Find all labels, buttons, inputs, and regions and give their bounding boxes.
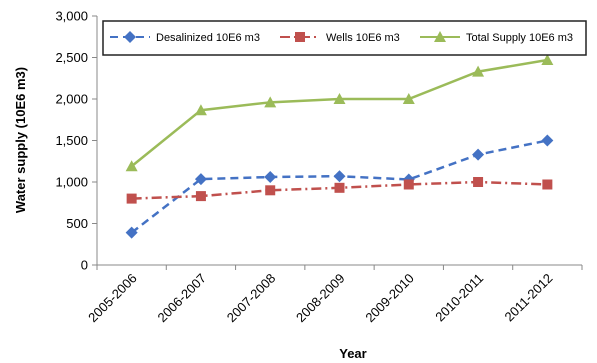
series-1 <box>125 134 554 239</box>
y-tick-label: 2,000 <box>55 92 88 107</box>
data-point <box>125 160 138 172</box>
data-point <box>333 170 346 183</box>
legend-marker <box>434 31 446 42</box>
series-2 <box>126 177 553 204</box>
legend-marker <box>124 31 136 43</box>
data-point <box>472 148 485 161</box>
series-layer <box>125 53 554 239</box>
y-tick-label: 1,500 <box>55 133 88 148</box>
legend-label: Total Supply 10E6 m3 <box>466 32 573 44</box>
legend-label: Desalinized 10E6 m3 <box>156 32 260 44</box>
data-point <box>541 53 554 65</box>
x-tick-label: 2010-2011 <box>432 271 486 325</box>
data-point <box>264 171 277 184</box>
x-tick-label: 2009-2010 <box>362 271 417 326</box>
data-point <box>402 93 415 104</box>
x-tick-label: 2005-2006 <box>85 271 140 326</box>
y-axis-title: Water supply (10E6 m3) <box>13 67 28 213</box>
data-point <box>126 193 137 204</box>
x-axis-title: Year <box>339 346 366 361</box>
y-tick-label: 1,000 <box>55 175 88 190</box>
data-point <box>473 177 484 187</box>
data-point <box>194 173 207 186</box>
data-point <box>472 65 485 77</box>
legend-box <box>102 20 587 56</box>
legend: Desalinized 10E6 m3 Wells 10E6 m3 Total Su… <box>102 20 587 56</box>
data-point <box>542 179 553 190</box>
y-axis: 0 500 1,000 1,500 2,000 2,500 3,000 <box>55 9 97 273</box>
x-tick-label: 2008-2009 <box>293 271 348 326</box>
x-tick-label: 2006-2007 <box>154 271 209 326</box>
x-tick-label: 2007-2008 <box>224 271 279 326</box>
y-tick-label: 500 <box>66 216 88 231</box>
legend-label: Wells 10E6 m3 <box>326 32 400 44</box>
legend-marker <box>295 32 305 42</box>
series-3 <box>125 53 554 172</box>
data-point <box>195 191 206 202</box>
data-point <box>265 185 276 196</box>
data-point <box>541 134 554 147</box>
x-axis: 2005-2006 2006-2007 2007-2008 2008-2009 2009… <box>85 265 583 326</box>
data-point <box>403 179 414 190</box>
data-point <box>125 226 138 239</box>
y-tick-label: 2,500 <box>55 50 88 65</box>
data-point <box>334 182 345 193</box>
data-point <box>333 93 346 104</box>
data-point <box>264 96 277 108</box>
y-tick-label: 3,000 <box>55 9 88 24</box>
y-tick-label: 0 <box>81 258 88 273</box>
x-tick-label: 2011-2012 <box>502 271 556 325</box>
data-point <box>194 104 207 116</box>
series-line <box>130 58 548 168</box>
